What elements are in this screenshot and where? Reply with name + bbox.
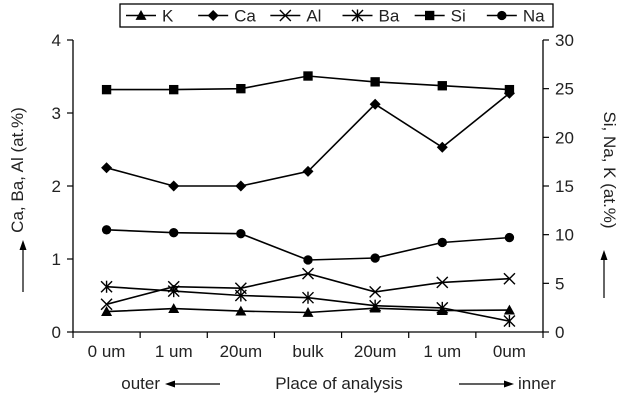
x-tick-label: 20um [354,342,397,361]
y-left-tick-label: 2 [52,177,61,196]
point-na [169,228,179,238]
point-k [503,304,515,315]
point-si [504,84,515,95]
series-ba [100,280,516,328]
y-right-tick-label: 20 [555,128,574,147]
point-al [369,285,382,298]
point-al [503,272,516,285]
legend-label-k: K [162,7,174,26]
point-si [236,83,246,94]
x-tick-label: bulk [292,342,324,361]
y-right-tick-label: 15 [555,177,574,196]
point-na [504,232,515,243]
legend-label-ca: Ca [234,7,256,26]
point-ca [302,165,314,177]
y-right-tick-label: 0 [555,323,564,342]
legend-entry-na: Na [486,7,545,26]
legend-marker-si [424,10,435,21]
series-si [101,71,515,95]
point-k [101,306,113,316]
plot-area [100,71,516,328]
point-ca [101,162,113,174]
legend-marker-k [135,10,147,20]
point-na [370,253,380,263]
y-right-tick-label: 25 [555,80,574,99]
x-axis-label-inner: inner [518,374,556,393]
y-axis-right-label: Si, Na, K (at.%) [600,111,619,228]
legend-entry-al: Al [270,7,321,26]
x-tick-label: 20um [220,342,263,361]
legend-marker-ba [351,9,364,22]
y-axis-left-label: Ca, Ba, Al (at.%) [8,107,27,233]
y-left-tick-label: 0 [52,323,61,342]
series-ca [101,87,515,192]
point-al [436,276,449,289]
axes: 0 1 2 3 4 0 5 10 15 20 25 30 0 um 1 um 20um bulk 20um 1 u… [52,31,574,361]
point-ba [234,289,247,302]
point-ca [369,98,381,110]
y-left-tick-label: 4 [52,31,61,50]
point-ba [503,315,516,328]
legend-entry-ca: Ca [198,7,256,26]
y-right-tick-label: 10 [555,226,574,245]
x-tick-label: 1 um [155,342,193,361]
point-ba [100,280,113,293]
y-left-tick-label: 1 [52,250,61,269]
point-si [303,71,313,81]
x-axis-arrow-left [165,380,220,388]
point-ba [167,285,180,298]
legend-marker-ca [207,10,219,21]
legend: K Ca Al Ba Si Na [119,3,554,28]
y-axis-right-arrow [600,250,608,298]
y-axis-left-arrow [19,240,27,292]
point-si [370,77,380,87]
point-al [100,298,113,311]
x-tick-label: 0um [493,342,526,361]
point-k [302,307,314,317]
point-k [235,305,247,316]
x-axis-label-outer: outer [121,374,160,393]
legend-label-al: Al [306,7,321,26]
point-na [437,237,447,248]
point-si [169,84,179,95]
point-ba [436,301,449,314]
point-al [302,267,314,280]
point-ba [302,291,314,304]
legend-label-si: Si [451,7,466,26]
legend-entry-ba: Ba [342,7,400,26]
point-si [437,81,447,91]
x-tick-label: 1 um [423,342,461,361]
point-ba [369,299,382,312]
x-tick-label: 0 um [88,342,126,361]
y-right-tick-label: 5 [555,274,564,293]
x-axis-label: Place of analysis [275,374,403,393]
legend-marker-na [497,10,507,21]
point-na [101,225,112,235]
legend-entry-si: Si [414,7,466,26]
point-ca [235,180,247,192]
point-na [303,255,313,265]
y-right-tick-label: 30 [555,31,574,50]
point-k [168,303,180,314]
x-axis-arrow-right [459,380,514,388]
point-ca [436,141,448,153]
point-si [101,84,112,95]
point-ca [168,180,180,192]
legend-label-na: Na [523,7,545,26]
point-na [236,229,246,239]
legend-marker-al [279,9,292,22]
legend-box [119,3,554,28]
legend-entry-k: K [126,7,174,26]
legend-label-ba: Ba [379,7,400,26]
y-left-tick-label: 3 [52,104,61,123]
series-na [101,225,515,265]
